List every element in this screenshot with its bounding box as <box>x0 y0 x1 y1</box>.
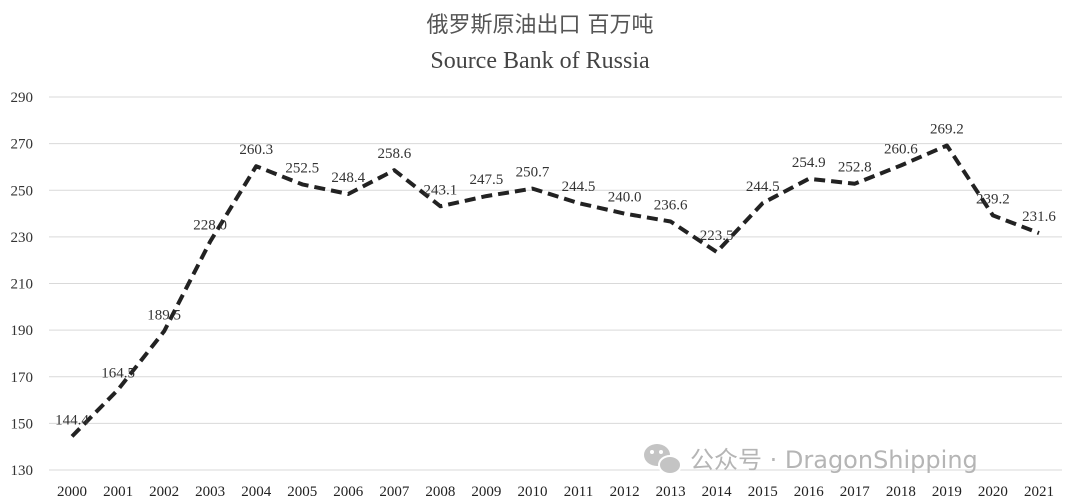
data-label: 260.6 <box>884 142 918 158</box>
x-tick-label: 2014 <box>702 484 733 500</box>
x-tick-label: 2003 <box>195 484 225 500</box>
x-tick-label: 2020 <box>978 484 1008 500</box>
x-tick-label: 2012 <box>610 484 640 500</box>
watermark: 公众号 · DragonShipping <box>644 444 978 475</box>
data-label: 243.1 <box>424 182 458 198</box>
series-group <box>70 143 1040 438</box>
data-label: 244.5 <box>746 179 780 195</box>
wechat-icon <box>644 444 682 475</box>
watermark-text: 公众号 · DragonShipping <box>690 446 978 474</box>
data-label: 164.5 <box>101 366 135 382</box>
data-label: 254.9 <box>792 155 826 171</box>
y-tick-label: 170 <box>11 370 34 386</box>
data-label: 239.2 <box>976 191 1010 207</box>
data-label: 250.7 <box>516 165 550 181</box>
data-label: 252.8 <box>838 160 872 176</box>
x-tick-label: 2006 <box>333 484 364 500</box>
x-tick-label: 2017 <box>840 484 871 500</box>
data-label: 240.0 <box>608 190 642 206</box>
x-tick-label: 2008 <box>425 484 455 500</box>
data-label: 228.0 <box>193 218 227 234</box>
x-tick-label: 2009 <box>471 484 501 500</box>
x-tick-label: 2005 <box>287 484 317 500</box>
x-tick-label: 2001 <box>103 484 133 500</box>
chart-subtitle: Source Bank of Russia <box>430 48 650 74</box>
x-tick-label: 2010 <box>517 484 547 500</box>
data-labels: 144.4 164.5 189.5 228.0 260.3 252.5 248.4 258.6… <box>55 121 1056 428</box>
x-tick-label: 2015 <box>748 484 778 500</box>
x-tick-label: 2002 <box>149 484 179 500</box>
data-label: 252.5 <box>285 160 319 176</box>
x-tick-label: 2013 <box>656 484 686 500</box>
y-tick-label: 270 <box>11 137 34 153</box>
data-label: 269.2 <box>930 121 964 137</box>
data-label: 258.6 <box>377 146 411 162</box>
x-tick-label: 2007 <box>379 484 410 500</box>
data-label: 247.5 <box>470 172 504 188</box>
data-label: 260.3 <box>239 142 273 158</box>
x-tick-label: 2019 <box>932 484 962 500</box>
chart-title: 俄罗斯原油出口 百万吨 <box>427 13 654 38</box>
y-tick-label: 250 <box>11 183 34 199</box>
x-tick-label: 2000 <box>57 484 87 500</box>
data-label: 244.5 <box>562 179 596 195</box>
x-tick-label: 2011 <box>564 484 593 500</box>
y-axis-ticks: 130 150 170 190 210 230 250 270 290 <box>11 90 34 479</box>
x-tick-label: 2004 <box>241 484 272 500</box>
y-tick-label: 150 <box>11 416 34 432</box>
x-tick-label: 2021 <box>1024 484 1054 500</box>
y-tick-label: 290 <box>11 90 34 106</box>
y-tick-label: 130 <box>11 463 34 479</box>
data-label: 236.6 <box>654 197 688 213</box>
series-line <box>70 143 1040 438</box>
y-tick-label: 210 <box>11 277 34 293</box>
y-tick-label: 190 <box>11 323 34 339</box>
x-tick-label: 2018 <box>886 484 916 500</box>
data-label: 231.6 <box>1022 209 1056 225</box>
data-label: 223.5 <box>700 228 734 244</box>
data-label: 144.4 <box>55 412 89 428</box>
y-tick-label: 230 <box>11 230 34 246</box>
gridlines <box>49 96 1062 471</box>
x-axis-ticks: 2000 2001 2002 2003 2004 2005 2006 2007 2008 2009… <box>57 484 1054 500</box>
data-label: 248.4 <box>331 170 365 186</box>
data-label: 189.5 <box>147 307 181 323</box>
x-tick-label: 2016 <box>794 484 825 500</box>
